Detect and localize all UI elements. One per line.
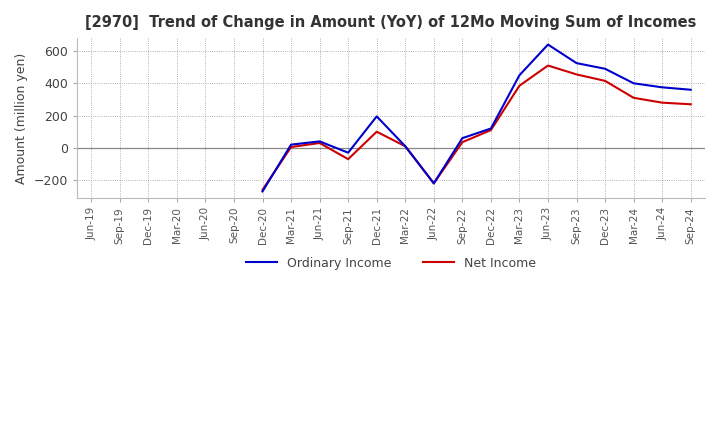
Ordinary Income xyxy=(544,42,552,47)
Net Income xyxy=(629,95,638,100)
Net Income xyxy=(344,157,353,162)
Ordinary Income xyxy=(401,143,410,149)
Ordinary Income xyxy=(686,87,695,92)
Legend: Ordinary Income, Net Income: Ordinary Income, Net Income xyxy=(241,252,541,275)
Net Income xyxy=(686,102,695,107)
Ordinary Income xyxy=(658,84,667,90)
Ordinary Income xyxy=(572,60,581,66)
Ordinary Income xyxy=(515,73,523,78)
Net Income xyxy=(287,144,295,150)
Ordinary Income xyxy=(629,81,638,86)
Y-axis label: Amount (million yen): Amount (million yen) xyxy=(15,52,28,183)
Net Income xyxy=(600,78,609,84)
Ordinary Income xyxy=(315,139,324,144)
Ordinary Income xyxy=(344,150,353,155)
Net Income xyxy=(258,187,267,192)
Net Income xyxy=(515,83,523,88)
Ordinary Income xyxy=(458,136,467,141)
Line: Net Income: Net Income xyxy=(263,66,690,190)
Ordinary Income xyxy=(372,114,381,119)
Net Income xyxy=(315,140,324,146)
Net Income xyxy=(401,143,410,149)
Net Income xyxy=(458,139,467,145)
Net Income xyxy=(372,129,381,134)
Line: Ordinary Income: Ordinary Income xyxy=(263,44,690,191)
Ordinary Income xyxy=(430,181,438,186)
Ordinary Income xyxy=(258,189,267,194)
Ordinary Income xyxy=(600,66,609,71)
Net Income xyxy=(658,100,667,105)
Ordinary Income xyxy=(487,126,495,131)
Net Income xyxy=(572,72,581,77)
Title: [2970]  Trend of Change in Amount (YoY) of 12Mo Moving Sum of Incomes: [2970] Trend of Change in Amount (YoY) o… xyxy=(85,15,697,30)
Net Income xyxy=(430,181,438,186)
Net Income xyxy=(544,63,552,68)
Ordinary Income xyxy=(287,142,295,147)
Net Income xyxy=(487,128,495,133)
